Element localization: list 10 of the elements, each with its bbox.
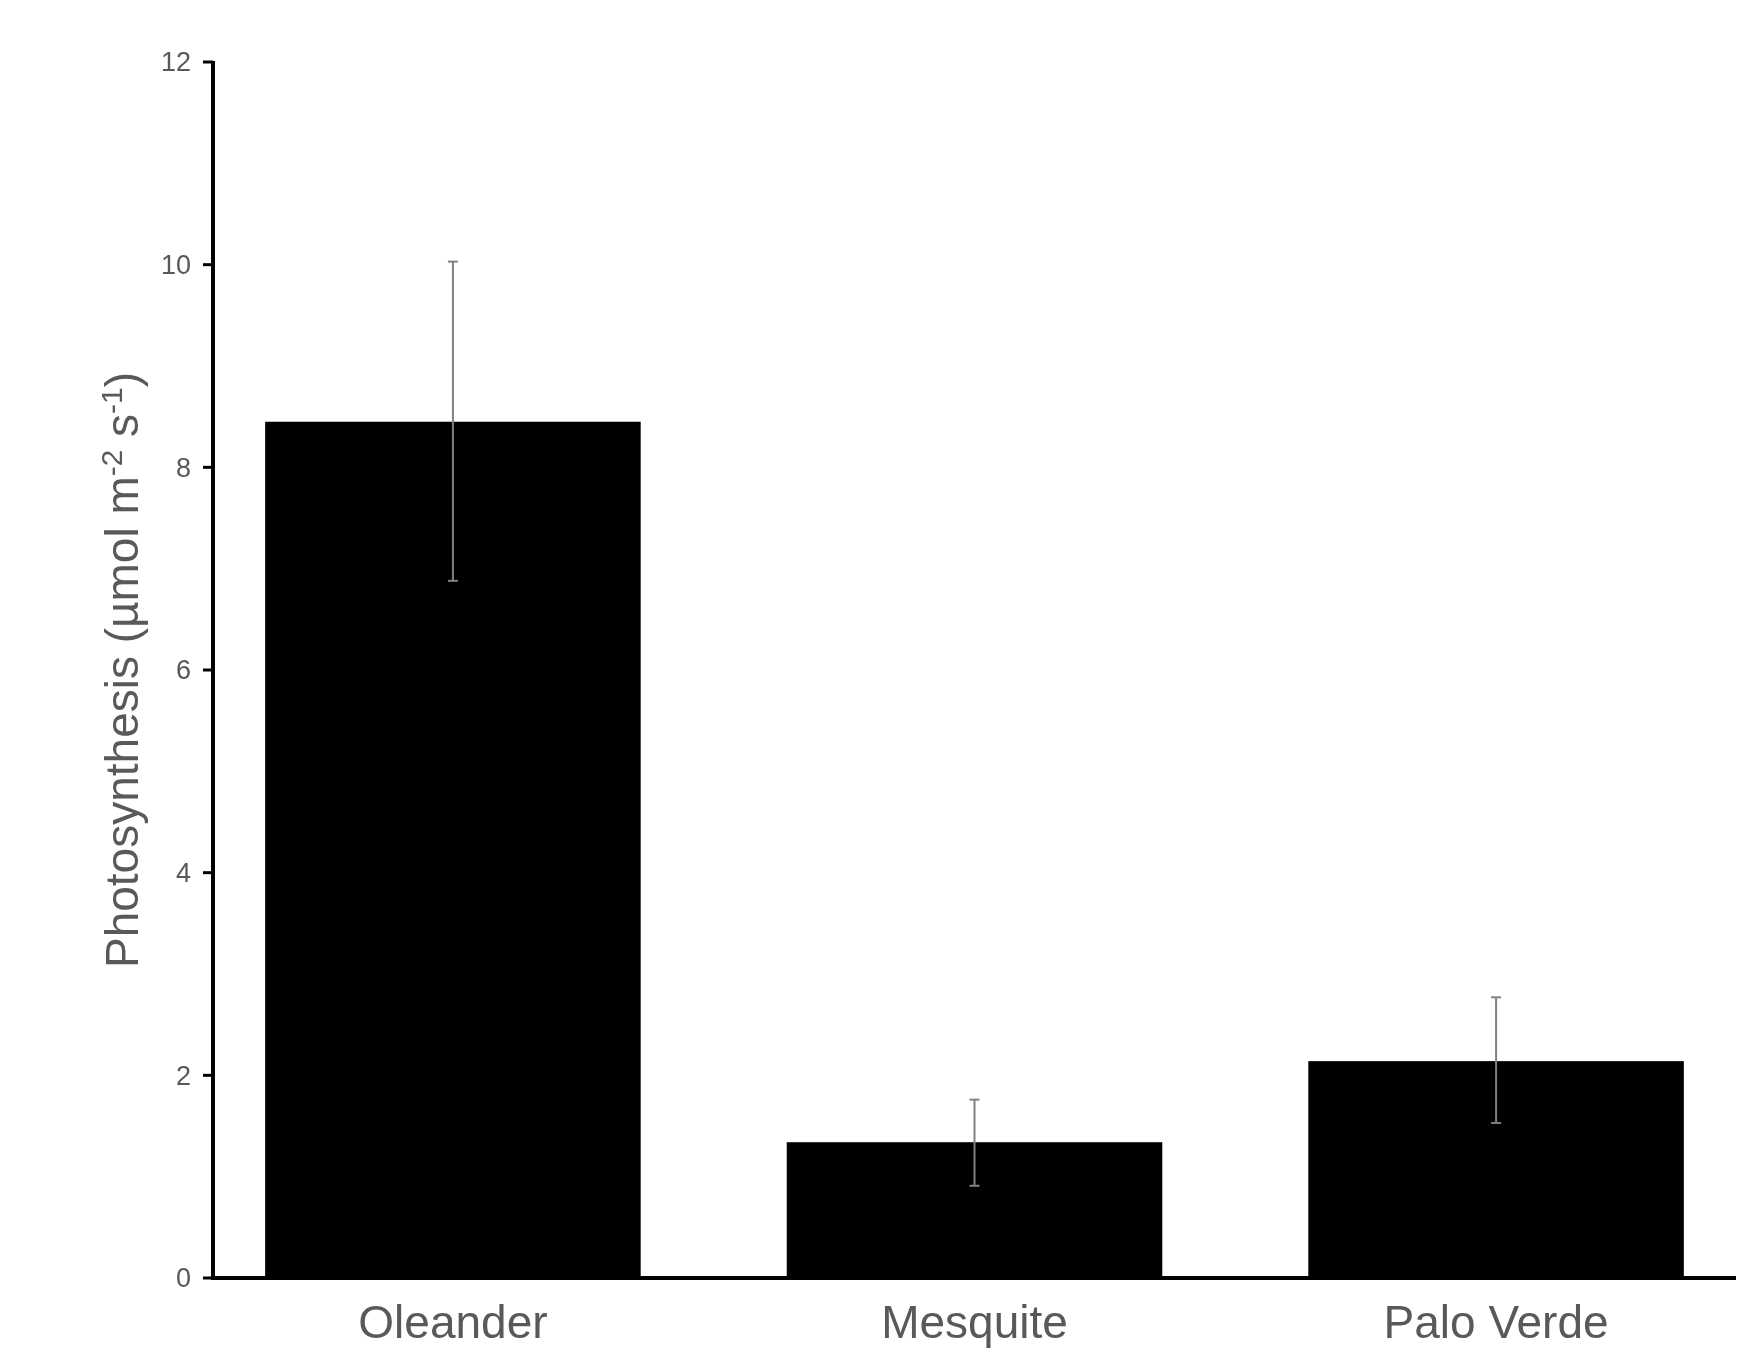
y-tick-label: 6 — [175, 655, 191, 686]
x-tick-label: Palo Verde — [1383, 1296, 1609, 1348]
y-tick-label: 12 — [160, 47, 191, 78]
y-tick-label: 0 — [175, 1263, 191, 1294]
y-tick-label: 2 — [175, 1060, 191, 1091]
y-tick-label: 10 — [160, 250, 191, 281]
y-tick-label: 4 — [175, 858, 191, 889]
x-tick-label: Oleander — [358, 1296, 548, 1348]
x-tick-label: Mesquite — [881, 1296, 1068, 1348]
y-tick-label: 8 — [175, 452, 191, 483]
